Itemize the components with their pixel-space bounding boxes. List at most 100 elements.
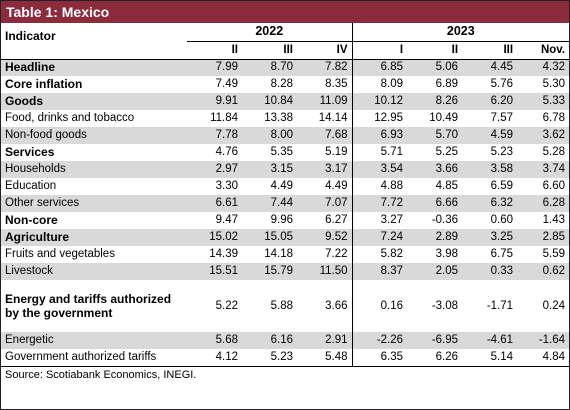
value-cell: 0.62: [517, 263, 570, 280]
table-row: Core inflation 7.49 8.28 8.35 8.09 6.89 5.76 5.…: [1, 76, 570, 93]
source-note: Source: Scotiabank Economics, INEGI.: [5, 368, 197, 381]
row-label: Energy and tariffs authorized by the gov…: [1, 280, 187, 332]
year-header-row: Indicator 2022 2023: [1, 23, 570, 60]
value-cell: 3.54: [351, 161, 408, 178]
value-cell: 9.91: [187, 93, 242, 110]
value-cell: 6.78: [517, 110, 570, 127]
value-cell: 12.95: [351, 110, 408, 127]
value-cell: -4.61: [462, 332, 518, 349]
value-cell: 7.44: [242, 195, 297, 212]
value-cell: 7.99: [187, 59, 242, 76]
value-cell: 7.72: [351, 195, 408, 212]
value-cell: 6.66: [407, 195, 463, 212]
year-2023-header: 2023: [351, 23, 570, 42]
value-cell: 4.49: [242, 178, 297, 195]
value-cell: 5.30: [517, 76, 570, 93]
period-header: Nov.: [517, 41, 570, 60]
value-cell: 8.70: [242, 59, 297, 76]
value-cell: 8.09: [351, 76, 408, 93]
table-title: Table 1: Mexico: [1, 1, 569, 23]
value-cell: 13.38: [242, 110, 297, 127]
value-cell: 5.71: [351, 144, 408, 161]
value-cell: -2.26: [351, 332, 408, 349]
value-cell: 4.88: [351, 178, 408, 195]
value-cell: 3.62: [517, 127, 570, 144]
table-row: Food, drinks and tobacco 11.84 13.38 14.14 1…: [1, 110, 570, 127]
value-cell: 3.17: [297, 161, 353, 178]
value-cell: 4.49: [297, 178, 353, 195]
value-cell: 10.12: [351, 93, 408, 110]
table-row: Headline 7.99 8.70 7.82 6.85 5.06 4.45 4.32: [1, 59, 570, 76]
value-cell: 5.82: [351, 246, 408, 263]
value-cell: 5.19: [297, 144, 353, 161]
period-header-row: II III IV I II III Nov.: [1, 41, 570, 60]
value-cell: 0.60: [462, 212, 518, 229]
value-cell: 5.22: [187, 280, 242, 332]
row-label: Services: [1, 144, 187, 161]
value-cell: 6.16: [242, 332, 297, 349]
value-cell: 7.22: [297, 246, 353, 263]
value-cell: 10.49: [407, 110, 463, 127]
row-label: Goods: [1, 93, 187, 110]
value-cell: 6.28: [517, 195, 570, 212]
table-row: Energetic 5.68 6.16 2.91 -2.26 -6.95 -4.61 -1.6…: [1, 332, 570, 349]
row-label: Non-core: [1, 212, 187, 229]
table-row: Households 2.97 3.15 3.17 3.54 3.66 3.58 3.74: [1, 161, 570, 178]
value-cell: 2.97: [187, 161, 242, 178]
value-cell: -6.95: [407, 332, 463, 349]
value-cell: 7.57: [462, 110, 518, 127]
value-cell: 3.98: [407, 246, 463, 263]
value-cell: 8.37: [351, 263, 408, 280]
value-cell: 3.58: [462, 161, 518, 178]
value-cell: -3.08: [407, 280, 463, 332]
value-cell: 6.60: [517, 178, 570, 195]
value-cell: 4.32: [517, 59, 570, 76]
value-cell: 8.28: [242, 76, 297, 93]
year-2022-header: 2022: [187, 23, 353, 42]
period-header: I: [351, 41, 408, 60]
value-cell: 4.59: [462, 127, 518, 144]
table-row: Other services 6.61 7.44 7.07 7.72 6.66 6.32 6.…: [1, 195, 570, 212]
value-cell: 11.09: [297, 93, 353, 110]
row-label: Livestock: [1, 263, 187, 280]
value-cell: 3.25: [462, 229, 518, 246]
inflation-table: Indicator 2022 2023 II III IV I II III N…: [1, 23, 570, 367]
value-cell: 8.35: [297, 76, 353, 93]
value-cell: 4.76: [187, 144, 242, 161]
value-cell: 3.74: [517, 161, 570, 178]
value-cell: 5.35: [242, 144, 297, 161]
row-label: Education: [1, 178, 187, 195]
value-cell: 3.66: [297, 280, 353, 332]
value-cell: 6.35: [351, 349, 408, 367]
value-cell: 6.75: [462, 246, 518, 263]
value-cell: 15.05: [242, 229, 297, 246]
value-cell: 11.50: [297, 263, 353, 280]
value-cell: 10.84: [242, 93, 297, 110]
value-cell: 5.25: [407, 144, 463, 161]
value-cell: 14.39: [187, 246, 242, 263]
row-label: Government authorized tariffs: [1, 349, 187, 367]
value-cell: 1.43: [517, 212, 570, 229]
value-cell: 7.24: [351, 229, 408, 246]
value-cell: 5.14: [462, 349, 518, 367]
row-label: Non-food goods: [1, 127, 187, 144]
value-cell: 3.30: [187, 178, 242, 195]
value-cell: 5.76: [462, 76, 518, 93]
row-label: Headline: [1, 59, 187, 76]
row-label: Energetic: [1, 332, 187, 349]
value-cell: 5.68: [187, 332, 242, 349]
table-row: Non-food goods 7.78 8.00 7.68 6.93 5.70 4.59 3.…: [1, 127, 570, 144]
value-cell: 5.70: [407, 127, 463, 144]
value-cell: 6.59: [462, 178, 518, 195]
value-cell: 9.47: [187, 212, 242, 229]
period-header: IV: [297, 41, 353, 60]
table-row: Energy and tariffs authorized by the gov…: [1, 280, 570, 332]
value-cell: 6.93: [351, 127, 408, 144]
value-cell: 2.91: [297, 332, 353, 349]
period-header: III: [462, 41, 518, 60]
period-header: III: [242, 41, 297, 60]
row-label: Households: [1, 161, 187, 178]
row-label: Agriculture: [1, 229, 187, 246]
value-cell: 6.61: [187, 195, 242, 212]
